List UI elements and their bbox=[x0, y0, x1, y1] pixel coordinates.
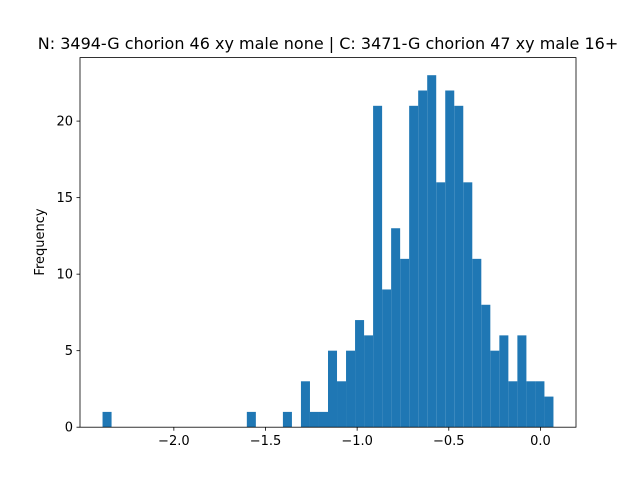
x-tick-label: 0.0 bbox=[530, 434, 551, 449]
bar bbox=[282, 411, 292, 428]
bar bbox=[328, 350, 338, 428]
bar bbox=[300, 381, 310, 428]
bar bbox=[463, 182, 473, 428]
bar bbox=[517, 335, 527, 428]
bar bbox=[346, 350, 356, 428]
y-tick-label: 10 bbox=[56, 268, 73, 283]
bar bbox=[382, 289, 392, 428]
bar bbox=[436, 182, 446, 428]
y-axis-label: Frequency bbox=[33, 208, 48, 275]
bar bbox=[445, 90, 455, 428]
bar bbox=[391, 228, 401, 428]
bar bbox=[373, 105, 383, 428]
x-tick-label: −1.5 bbox=[250, 434, 282, 449]
bar bbox=[355, 320, 365, 428]
y-tick-label: 15 bbox=[56, 191, 73, 206]
bar bbox=[102, 411, 112, 428]
x-tick-label: −0.5 bbox=[433, 434, 465, 449]
bar bbox=[526, 381, 536, 428]
bar bbox=[490, 350, 500, 428]
bar bbox=[364, 335, 374, 428]
bar bbox=[499, 335, 509, 428]
bar bbox=[246, 411, 256, 428]
bar bbox=[427, 75, 437, 428]
chart-title: N: 3494-G chorion 46 xy male none | C: 3… bbox=[38, 34, 618, 53]
bar bbox=[535, 381, 545, 428]
bar bbox=[472, 258, 482, 428]
bar bbox=[508, 381, 518, 428]
x-tick-label: −2.0 bbox=[158, 434, 190, 449]
y-tick-label: 0 bbox=[65, 421, 73, 436]
bar bbox=[309, 411, 319, 428]
bar bbox=[337, 381, 347, 428]
y-tick-label: 5 bbox=[65, 344, 73, 359]
x-tick-label: −1.0 bbox=[341, 434, 373, 449]
bar bbox=[400, 258, 410, 428]
bar bbox=[481, 304, 491, 428]
bar bbox=[544, 396, 554, 428]
bar bbox=[409, 105, 419, 428]
bar bbox=[318, 411, 328, 428]
bar bbox=[418, 90, 428, 428]
axes-frame bbox=[79, 57, 577, 428]
y-tick-label: 20 bbox=[56, 115, 73, 130]
bar bbox=[454, 105, 464, 428]
